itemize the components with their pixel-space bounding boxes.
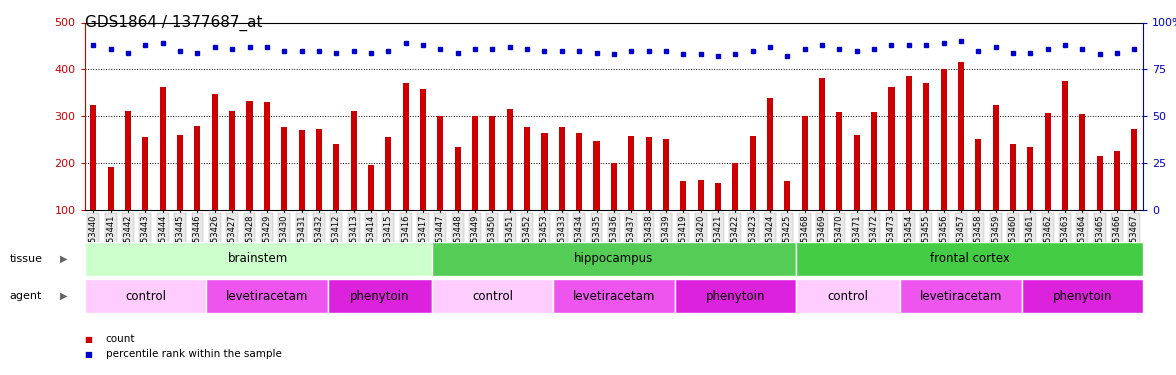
Text: ▶: ▶ [60,254,67,264]
Bar [733,163,739,210]
Text: levetiracetam: levetiracetam [920,290,1002,303]
Bar [333,144,340,210]
Bar [1010,144,1016,210]
Bar [941,69,947,210]
Bar [420,89,426,210]
Bar [455,147,461,210]
Bar [281,127,287,210]
Bar [697,180,703,210]
Bar [368,165,374,210]
Bar [402,84,409,210]
Bar [854,135,860,210]
Bar [559,127,564,210]
Bar [1062,81,1068,210]
Bar [888,87,895,210]
Text: brainstem: brainstem [228,252,288,265]
Bar [1097,156,1103,210]
Bar [871,112,877,210]
Text: ■: ■ [85,350,93,359]
Bar [212,94,218,210]
Bar [680,181,687,210]
Text: ▶: ▶ [60,291,67,301]
Bar [802,116,808,210]
Text: control: control [125,290,166,303]
Bar [247,101,253,210]
Bar [975,139,981,210]
Bar [749,136,756,210]
Bar [675,279,796,313]
Bar [1131,129,1137,210]
Text: count: count [106,334,135,344]
Bar [610,163,617,210]
Bar [784,181,790,210]
Bar [923,82,929,210]
Bar [628,136,634,210]
Bar [316,129,322,210]
Bar [125,111,131,210]
Bar [1044,113,1050,210]
Bar [91,105,96,210]
Bar [489,116,495,210]
Bar [663,139,669,210]
Bar [576,133,582,210]
Bar [906,76,911,210]
Bar [328,279,432,313]
Text: GDS1864 / 1377687_at: GDS1864 / 1377687_at [85,15,262,31]
Bar [350,111,356,210]
Bar [386,137,392,210]
Bar [229,111,235,210]
Bar [993,105,998,210]
Text: control: control [472,290,513,303]
Bar [1080,114,1085,210]
Bar [524,127,530,210]
Text: levetiracetam: levetiracetam [226,290,308,303]
Text: control: control [828,290,869,303]
Text: agent: agent [9,291,42,301]
Bar [432,279,553,313]
Bar [206,279,328,313]
Text: phenytoin: phenytoin [350,290,409,303]
Bar [142,137,148,210]
Bar [108,167,114,210]
Bar [472,116,479,210]
Bar [1028,147,1034,210]
Bar [507,109,513,210]
Bar [818,78,826,210]
Bar [178,135,183,210]
Bar [299,130,305,210]
Text: hippocampus: hippocampus [574,252,654,265]
Bar [85,279,206,313]
Bar [796,279,900,313]
Text: tissue: tissue [9,254,42,264]
Bar [437,116,443,210]
Bar [194,126,200,210]
Text: percentile rank within the sample: percentile rank within the sample [106,350,282,359]
Bar [646,137,652,210]
Text: levetiracetam: levetiracetam [573,290,655,303]
Bar [594,141,600,210]
Bar [957,62,964,210]
Text: frontal cortex: frontal cortex [929,252,1009,265]
Bar [1022,279,1143,313]
Bar [553,279,675,313]
Bar [1114,152,1120,210]
Bar [263,102,269,210]
Bar [85,242,432,276]
Text: phenytoin: phenytoin [706,290,766,303]
Text: phenytoin: phenytoin [1053,290,1112,303]
Bar [796,242,1143,276]
Bar [900,279,1022,313]
Bar [836,112,842,210]
Bar [541,133,548,210]
Text: ■: ■ [85,335,93,344]
Bar [715,183,721,210]
Bar [432,242,796,276]
Bar [160,87,166,210]
Bar [767,98,773,210]
